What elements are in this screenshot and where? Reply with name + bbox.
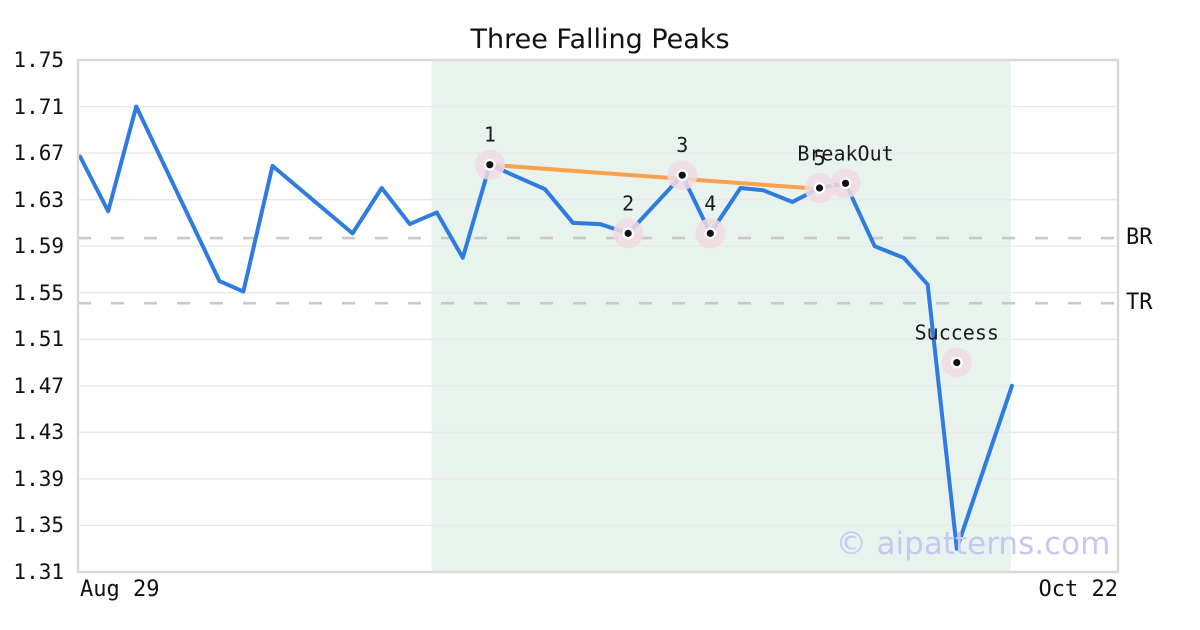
y-tick-label: 1.71	[13, 94, 64, 119]
marker-label: 2	[622, 191, 634, 215]
marker-dot	[622, 227, 635, 240]
level-label-tr: TR	[1126, 290, 1153, 316]
marker-label: Success	[915, 321, 999, 345]
marker-dot	[813, 181, 826, 194]
marker-label: 5	[813, 146, 825, 170]
y-tick-label: 1.67	[13, 141, 64, 166]
chart-title: Three Falling Peaks	[470, 24, 730, 55]
y-tick-label: 1.59	[13, 234, 64, 259]
marker-dot	[676, 169, 689, 182]
marker-dot	[483, 158, 496, 171]
marker-dot	[839, 177, 852, 190]
price-line	[78, 104, 1014, 551]
y-tick-label: 1.43	[13, 420, 64, 445]
level-label-br: BR	[1126, 225, 1153, 251]
y-tick-label: 1.63	[13, 187, 64, 212]
marker-label: 1	[484, 123, 496, 147]
marker-label: BreakOut	[797, 141, 893, 165]
y-tick-label: 1.55	[13, 280, 64, 305]
highlight-region	[431, 60, 1011, 572]
marker-label: 3	[676, 133, 688, 157]
x-axis-end-label: Oct 22	[1038, 577, 1118, 602]
y-tick-label: 1.51	[13, 327, 64, 352]
trendline	[487, 162, 825, 192]
watermark: © aipatterns.com	[835, 526, 1111, 562]
marker-label: 4	[704, 191, 716, 215]
y-tick-label: 1.35	[13, 513, 64, 538]
y-tick-label: 1.39	[13, 466, 64, 491]
marker-dot	[950, 356, 963, 369]
plot-border	[76, 58, 1120, 574]
x-axis-start-label: Aug 29	[80, 577, 160, 602]
marker-dot	[704, 227, 717, 240]
y-tick-label: 1.47	[13, 373, 64, 398]
y-tick-label: 1.75	[13, 48, 64, 72]
y-tick-label: 1.31	[13, 560, 64, 584]
